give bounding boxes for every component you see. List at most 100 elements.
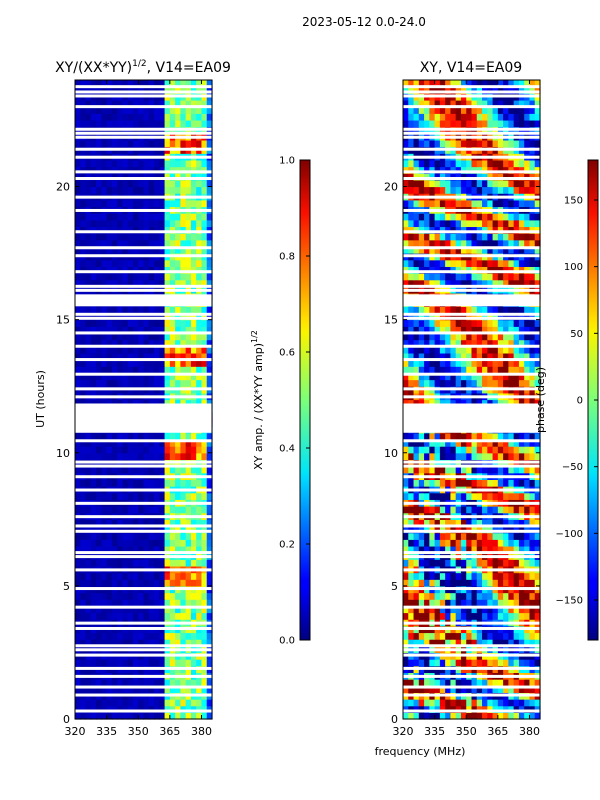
ph-heatmap-cell <box>529 446 536 454</box>
amp-heatmap-cell <box>117 219 124 228</box>
amp-heatmap-cell <box>96 506 102 514</box>
amp-heatmap-cell <box>75 572 81 580</box>
amp-heatmap-cell <box>132 379 139 387</box>
amp-heatmap-cell <box>169 306 176 314</box>
amp-heatmap-cell <box>101 246 108 254</box>
amp-heatmap-cell <box>106 379 113 387</box>
ph-heatmap-cell <box>460 632 467 640</box>
amp-heatmap-cell <box>206 119 213 128</box>
amp-heatmap-cell <box>90 346 97 354</box>
amp-heatmap-cell <box>169 279 176 287</box>
amp-heatmap-cell <box>159 519 166 527</box>
ph-heatmap-cell <box>529 379 536 387</box>
ph-heatmap-cell <box>476 233 483 241</box>
amp-heatmap-cell <box>96 359 102 367</box>
ph-heatmap-cell <box>524 186 531 194</box>
amp-heatmap-cell <box>164 532 171 540</box>
amp-heatmap-cell <box>175 605 181 614</box>
amp-heatmap-cell <box>127 605 134 614</box>
amp-heatmap-cell <box>106 519 113 527</box>
ph-heatmap-cell <box>403 266 409 274</box>
amp-heatmap-cell <box>138 312 145 321</box>
amp-heatmap-cell <box>190 106 197 114</box>
ph-heatmap-cell <box>413 319 420 327</box>
ph-heatmap-cell <box>408 246 415 254</box>
amp-flagged-row <box>75 555 212 559</box>
ph-heatmap-cell <box>424 525 430 534</box>
amp-heatmap-cell <box>101 519 108 527</box>
ph-heatmap-cell <box>482 279 488 287</box>
ph-heatmap-cell <box>439 479 446 487</box>
ph-heatmap-cell <box>439 339 446 347</box>
amp-heatmap-cell <box>90 372 97 381</box>
amp-heatmap-cell <box>122 186 129 194</box>
ph-heatmap-cell <box>487 366 494 374</box>
ph-heatmap-cell <box>513 359 520 367</box>
ph-heatmap-cell <box>487 106 494 114</box>
ph-heatmap-cell <box>482 612 488 620</box>
ph-heatmap-cell <box>497 226 504 234</box>
ph-heatmap-cell <box>418 532 425 540</box>
ph-heatmap-cell <box>455 492 462 500</box>
amp-heatmap-cell <box>159 246 166 254</box>
amp-heatmap-cell <box>148 233 155 241</box>
amp-heatmap-cell <box>117 679 124 687</box>
ph-heatmap-cell <box>455 466 462 474</box>
amp-heatmap-cell <box>138 599 145 607</box>
ph-heatmap-cell <box>503 592 509 600</box>
amp-heatmap-cell <box>138 685 145 693</box>
amp-heatmap-cell <box>143 119 150 128</box>
amp-heatmap-cell <box>127 572 134 580</box>
amp-heatmap-cell <box>96 525 102 534</box>
amp-heatmap-cell <box>159 219 166 228</box>
amp-heatmap-cell <box>180 306 187 314</box>
amp-heatmap-cell <box>201 545 208 554</box>
amp-heatmap-cell <box>164 259 171 267</box>
amp-heatmap-cell <box>201 166 208 174</box>
ph-heatmap-cell <box>434 106 441 114</box>
amp-heatmap-cell <box>138 572 145 580</box>
ph-heatmap-cell <box>403 479 409 487</box>
ph-heatmap-cell <box>424 579 430 587</box>
ph-heatmap-cell <box>497 273 504 281</box>
amp-heatmap-cell <box>138 359 145 367</box>
ph-heatmap-cell <box>429 166 436 174</box>
ph-heatmap-cell <box>534 279 541 287</box>
ph-heatmap-cell <box>518 312 525 321</box>
amp-heatmap-cell <box>159 432 166 441</box>
ph-heatmap-cell <box>408 699 415 707</box>
ph-heatmap-cell <box>439 266 446 274</box>
amp-heatmap-cell <box>190 179 197 188</box>
amp-heatmap-cell <box>85 86 92 94</box>
amp-heatmap-cell <box>159 186 166 194</box>
amp-heatmap-cell <box>148 106 155 114</box>
amp-heatmap-cell <box>117 545 124 554</box>
ph-heatmap-cell <box>413 233 420 241</box>
ph-heatmap-cell <box>492 432 499 441</box>
ph-heatmap-cell <box>476 179 483 188</box>
ph-heatmap-cell <box>450 446 457 454</box>
amp-heatmap-cell <box>101 346 108 354</box>
ph-heatmap-cell <box>518 366 525 374</box>
ph-heatmap-cell <box>439 632 446 640</box>
amp-heatmap-cell <box>196 186 203 194</box>
ph-heatmap-cell <box>524 226 531 234</box>
ph-heatmap-cell <box>455 273 462 281</box>
ph-heatmap-cell <box>524 532 531 540</box>
amp-heatmap-cell <box>143 659 150 667</box>
amp-heatmap-cell <box>90 113 97 121</box>
ph-heatmap-cell <box>466 519 473 527</box>
amp-heatmap-cell <box>164 213 171 221</box>
amp-heatmap-cell <box>201 273 208 281</box>
ph-heatmap-cell <box>445 306 452 314</box>
ph-heatmap-cell <box>439 452 446 461</box>
amp-heatmap-cell <box>75 366 81 374</box>
amp-heatmap-cell <box>127 632 134 640</box>
ph-heatmap-cell <box>466 372 473 381</box>
ph-heatmap-cell <box>434 139 441 148</box>
ph-heatmap-cell <box>413 559 420 567</box>
ph-heatmap-cell <box>482 359 488 367</box>
amp-heatmap-cell <box>185 359 192 367</box>
ph-heatmap-cell <box>439 545 446 554</box>
amp-heatmap-cell <box>164 705 171 713</box>
